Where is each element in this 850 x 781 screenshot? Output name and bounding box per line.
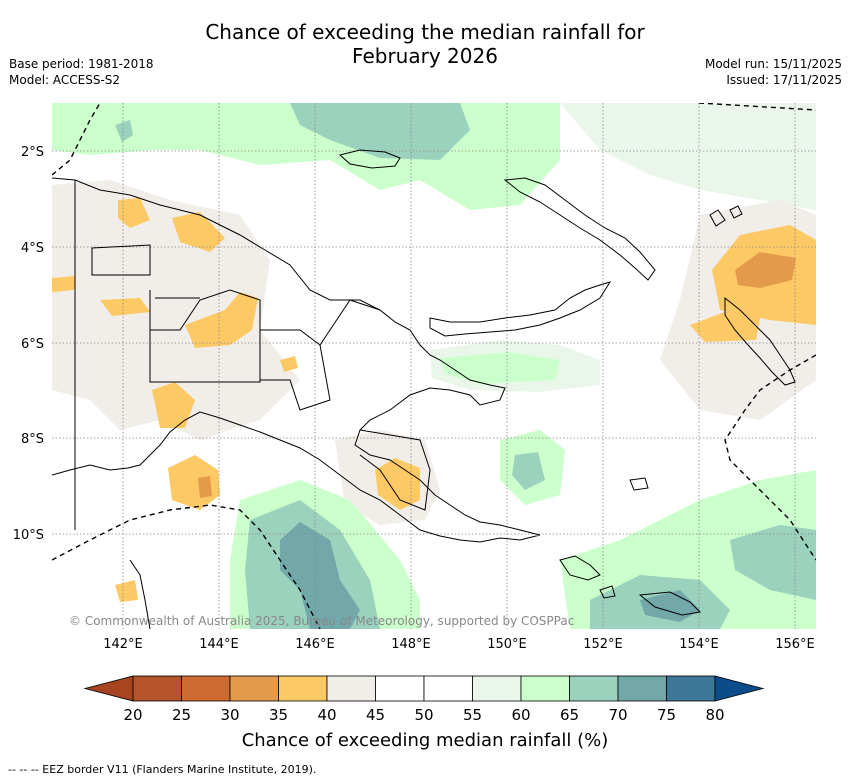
colorbar: 20 25 30 35 40 45 50 55 60 65 70 75 80 [83,675,765,724]
colorbar-segment [132,675,182,702]
colorbar-label: 65 [560,706,579,724]
islands-east-tip [709,205,743,227]
eez-north-west [52,103,101,176]
lon-tick-154: 154°E [679,637,719,652]
issued-date: Issued: 17/11/2025 [726,73,842,87]
coastlines [52,149,796,629]
lon-tick-labels: 142°E 144°E 146°E 148°E 150°E 152°E 154°… [103,637,815,652]
colorbar-segment [229,675,279,702]
model-run: Model run: 15/11/2025 [704,57,842,71]
colorbar-segment [278,675,328,702]
dry-west-1 [118,198,150,228]
lat-tick-8: 8°S [21,432,44,447]
dry-west-4 [100,298,150,316]
colorbar-segment [520,675,570,702]
dry-east-small [690,310,760,342]
dry-west-5 [185,292,258,348]
borders [74,180,431,530]
colorbar-label: 30 [220,706,239,724]
meta-right: Model run: 15/11/2025 Issued: 17/11/2025 [705,56,842,88]
new-guinea-coast [52,177,541,543]
colorbar-label: 80 [705,706,724,724]
eez-east [724,354,816,561]
colorbar-label: 60 [511,706,530,724]
lon-tick-150: 150°E [487,637,527,652]
chart-title-line1: Chance of exceeding the median rainfall … [205,20,645,44]
lat-tick-2: 2°S [21,145,44,160]
lon-tick-142: 142°E [103,637,143,652]
lon-tick-146: 146°E [295,637,335,652]
dry-west-2 [172,212,225,252]
lon-tick-152: 152°E [583,637,623,652]
colorbar-title: Chance of exceeding median rainfall (%) [241,730,609,751]
moderate-wet-east [730,525,816,600]
cape-york-coast [129,559,151,629]
graticule [52,103,816,629]
grey-png-west [52,180,300,440]
eez-footnote: -- -- -- EEZ border V11 (Flanders Marine… [8,763,317,776]
lon-tick-156: 156°E [775,637,815,652]
eez-border [52,103,816,629]
lat-tick-6: 6°S [21,337,44,352]
islands-south-east [559,555,702,616]
wet-centre-inner [440,352,560,384]
province-borders [91,244,431,511]
dry-west-3 [52,276,75,292]
dry-west-6 [152,382,195,428]
colorbar-segment [617,675,667,702]
lat-tick-4: 4°S [21,241,44,256]
dry-south-west-core [198,476,212,498]
moderate-wet-central-east [512,452,545,490]
manus-coast [338,149,401,169]
colorbar-segment [666,675,716,702]
meta-left: Base period: 1981-2018 Model: ACCESS-S2 [9,56,154,88]
new-britain-coast [429,281,612,337]
colorbar-label: 55 [463,706,482,724]
copyright-notice: © Commonwealth of Australia 2025, Bureau… [69,614,574,628]
map-panel: © Commonwealth of Australia 2025, Bureau… [52,103,816,629]
colorbar-label: 70 [608,706,627,724]
colorbar-segment [423,675,473,702]
colorbar-label: 25 [172,706,191,724]
moderate-wet-small [115,120,133,142]
lon-tick-144: 144°E [199,637,239,652]
bougainville-coast [724,296,796,386]
colorbar-low-extension [83,675,134,702]
chart-title-line2: February 2026 [352,44,498,68]
dry-south-centre [375,458,420,510]
colorbar-segment [472,675,522,702]
neutral-north-east [560,103,816,210]
colorbar-label: 75 [657,706,676,724]
eez-north-east [698,103,816,111]
moderate-wet-north [290,103,470,160]
base-period: Base period: 1981-2018 [9,57,154,71]
colorbar-segment [181,675,231,702]
lat-tick-10: 10°S [13,528,44,543]
lon-tick-148: 148°E [391,637,431,652]
colorbar-label: 20 [123,706,142,724]
colorbar-segment [326,675,376,702]
dry-small-south [115,580,138,602]
woodlark-island [629,477,649,491]
strong-wet-south-west [280,522,360,629]
new-ireland-coast [503,177,656,281]
colorbar-label: 35 [269,706,288,724]
lat-tick-labels: 2°S 4°S 6°S 8°S 10°S [13,145,44,543]
colorbar-segment [375,675,425,702]
colorbar-label: 40 [317,706,336,724]
dry-west-7 [280,356,298,372]
dry-east-core [735,252,796,288]
colorbar-label: 50 [414,706,433,724]
colorbar-high-extension [714,675,765,702]
colorbar-segment [569,675,619,702]
colorbar-label: 45 [366,706,385,724]
eez-south [52,504,321,629]
model-name: Model: ACCESS-S2 [9,73,121,87]
